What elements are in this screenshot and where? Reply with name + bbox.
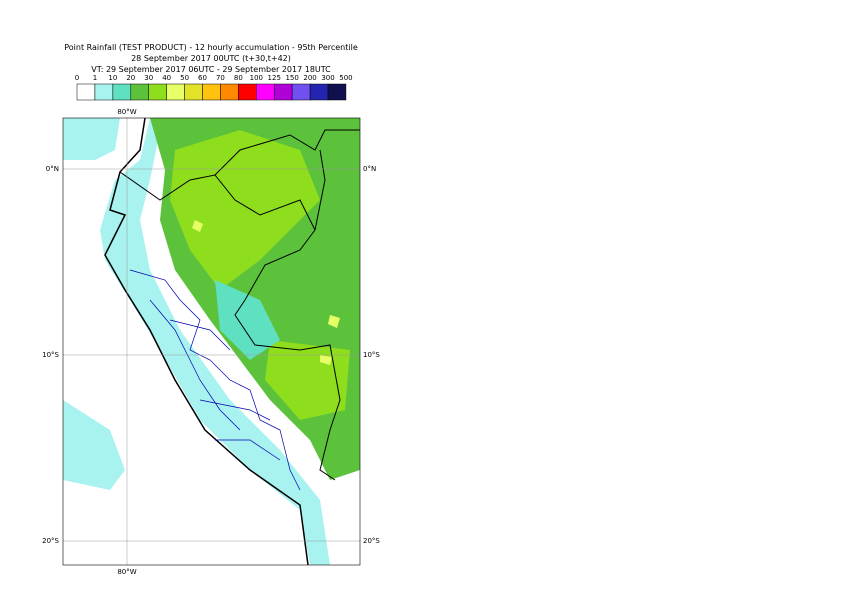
legend-swatch bbox=[202, 83, 221, 101]
legend-label: 30 bbox=[144, 74, 153, 82]
legend-swatch bbox=[166, 83, 185, 101]
legend-label: 20 bbox=[126, 74, 135, 82]
ocean-rain bbox=[63, 400, 125, 490]
lon-label: 80°W bbox=[117, 568, 136, 576]
lon-label: 80°W bbox=[117, 108, 136, 116]
title-line: Point Rainfall (TEST PRODUCT) - 12 hourl… bbox=[64, 43, 358, 52]
lat-label: 0°N bbox=[46, 165, 59, 173]
land-rain bbox=[170, 130, 320, 290]
header: Point Rainfall (TEST PRODUCT) - 12 hourl… bbox=[64, 43, 358, 74]
legend-label: 500 bbox=[339, 74, 352, 82]
legend-label: 100 bbox=[250, 74, 263, 82]
legend-swatch bbox=[94, 83, 114, 101]
legend-label: 0 bbox=[75, 74, 79, 82]
map bbox=[63, 118, 360, 565]
lat-label: 10°S bbox=[42, 351, 59, 359]
legend-swatch bbox=[148, 83, 167, 101]
legend-label: 70 bbox=[216, 74, 225, 82]
legend-swatch bbox=[76, 83, 96, 101]
coastal-rain bbox=[63, 118, 330, 565]
legend-label: 40 bbox=[162, 74, 171, 82]
border bbox=[119, 129, 360, 481]
title-line: 28 September 2017 00UTC (t+30,t+42) bbox=[131, 54, 291, 63]
coastline bbox=[104, 118, 309, 565]
legend-swatch bbox=[220, 83, 239, 101]
lat-label: 0°N bbox=[363, 165, 376, 173]
legend-swatch bbox=[256, 83, 275, 101]
lat-label: 20°S bbox=[363, 537, 380, 545]
legend-swatch bbox=[184, 83, 203, 101]
legend-label: 60 bbox=[198, 74, 207, 82]
legend-label: 125 bbox=[268, 74, 281, 82]
legend: 0 1 10 20 30 40 50 60 70 80 100 125 150 200 300 500 bbox=[75, 74, 353, 101]
legend-swatch bbox=[238, 83, 257, 101]
legend-label: 10 bbox=[108, 74, 117, 82]
graticule: 80°W 80°W 0°N 0°N 10°S 10°S 20°S 20°S bbox=[42, 108, 380, 576]
legend-label: 300 bbox=[321, 74, 334, 82]
legend-label: 50 bbox=[180, 74, 189, 82]
legend-swatch bbox=[130, 83, 149, 101]
ocean-rain bbox=[63, 118, 120, 160]
map-frame bbox=[62, 117, 361, 566]
legend-label: 150 bbox=[285, 74, 298, 82]
legend-swatch bbox=[112, 83, 132, 101]
legend-swatch bbox=[309, 83, 329, 101]
legend-swatch bbox=[291, 83, 311, 101]
legend-label: 1 bbox=[93, 74, 97, 82]
land-rain bbox=[215, 280, 280, 360]
legend-label: 80 bbox=[234, 74, 243, 82]
lat-label: 10°S bbox=[363, 351, 380, 359]
legend-swatch bbox=[327, 83, 347, 101]
title-line: VT: 29 September 2017 06UTC - 29 Septemb… bbox=[91, 65, 331, 74]
admin-line bbox=[129, 269, 301, 491]
legend-label: 200 bbox=[303, 74, 316, 82]
lat-label: 20°S bbox=[42, 537, 59, 545]
legend-swatch bbox=[273, 83, 293, 101]
